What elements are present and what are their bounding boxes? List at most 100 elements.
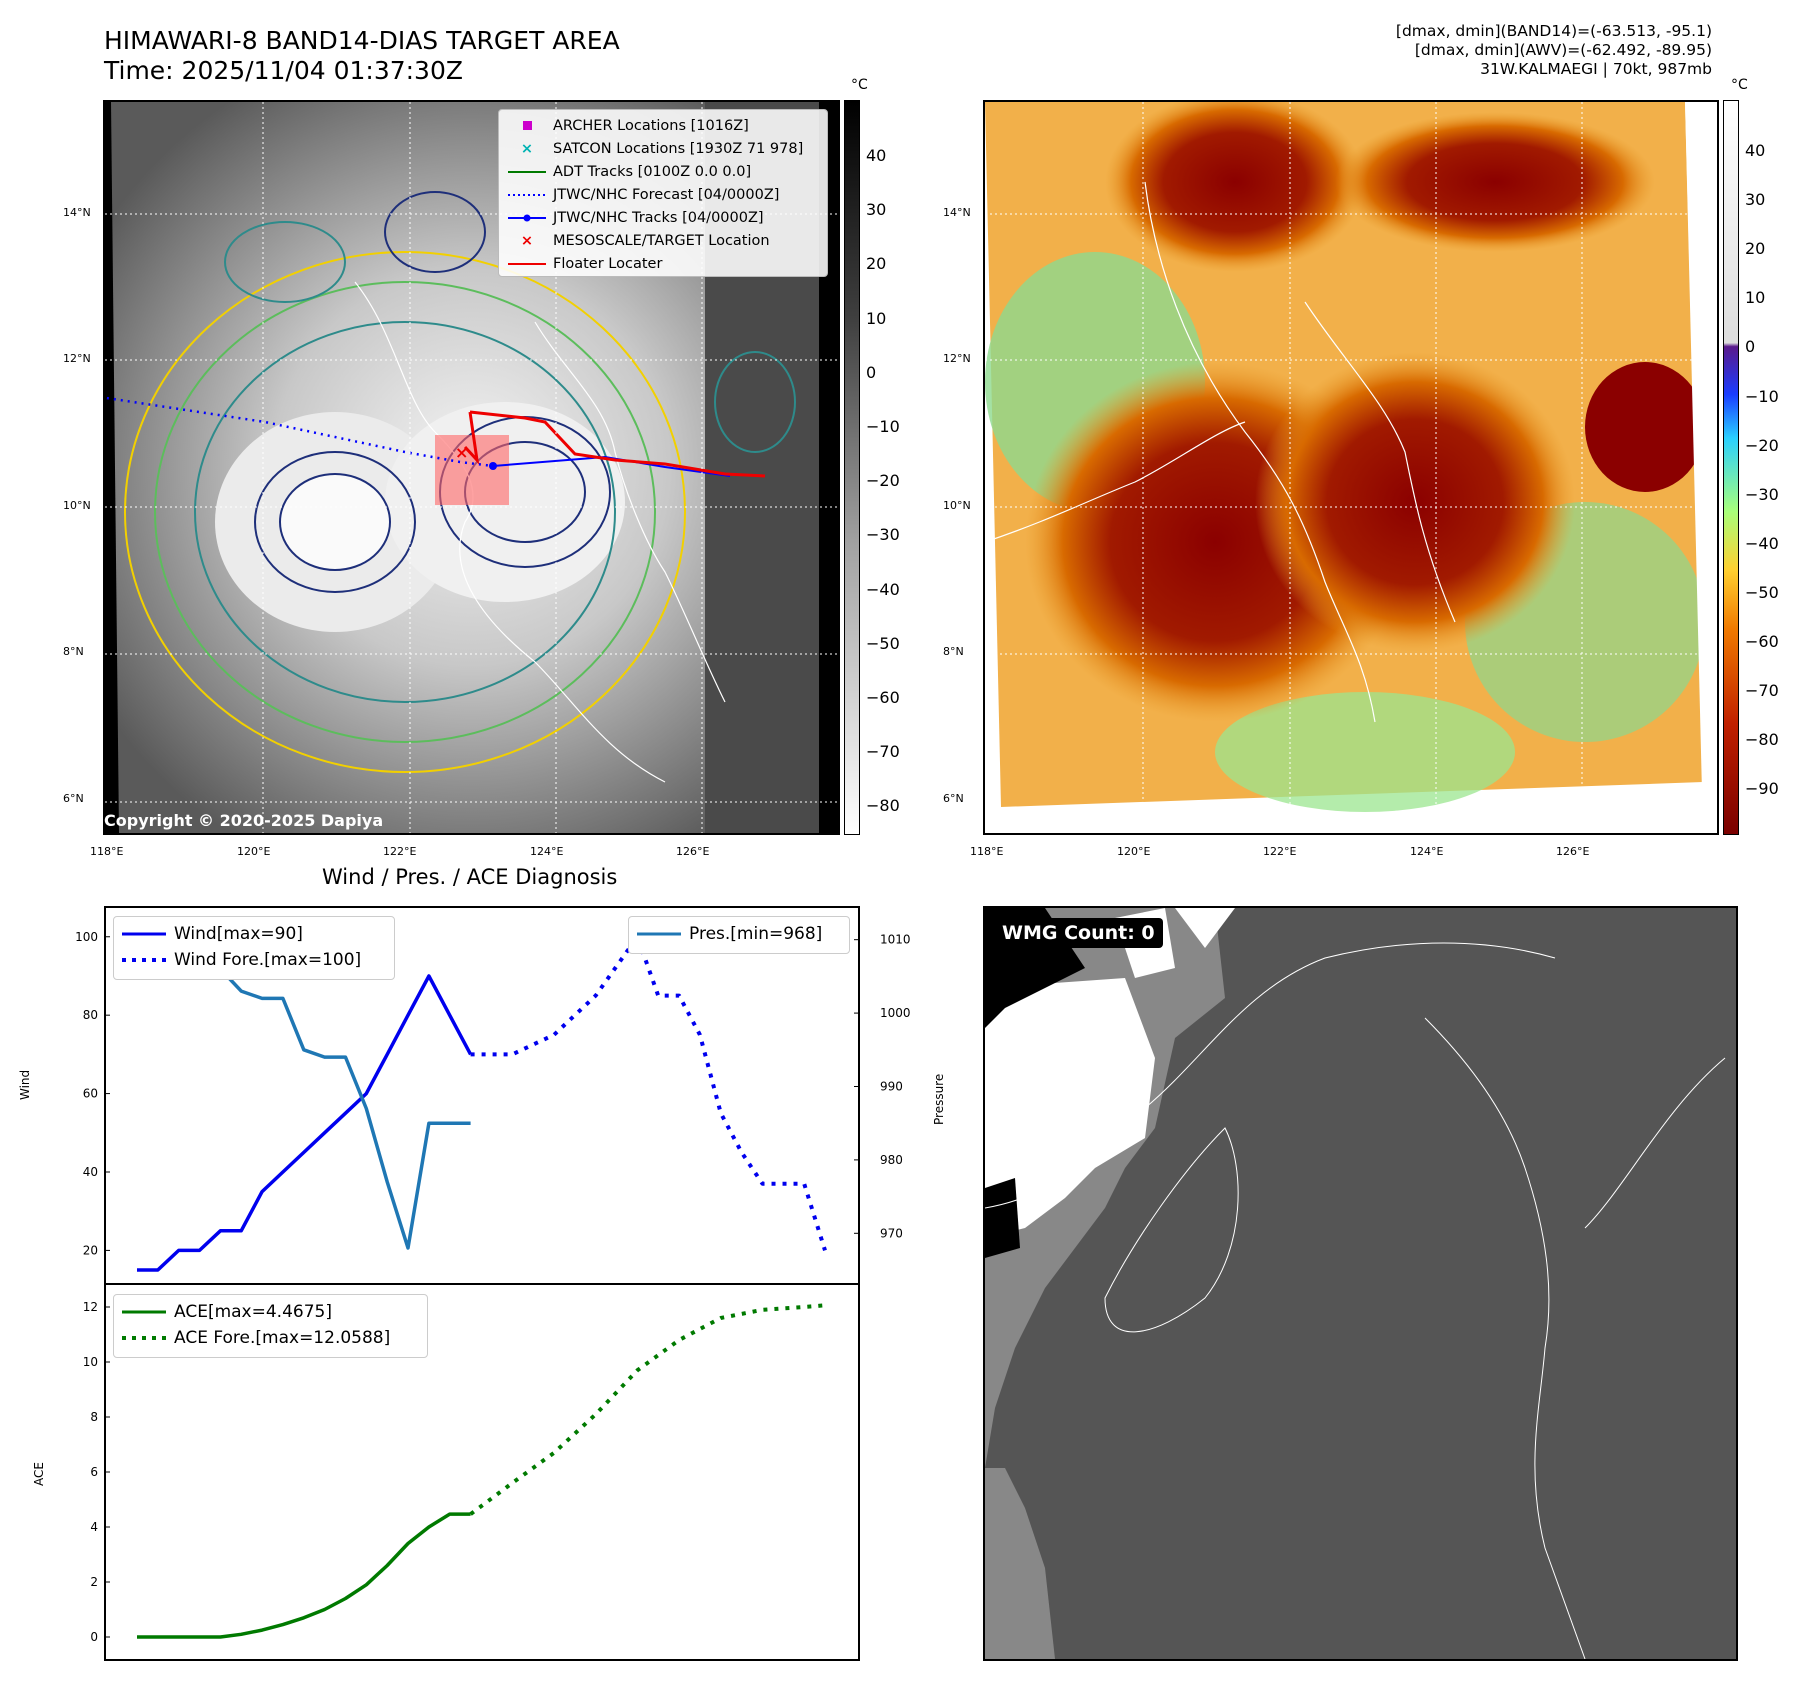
lat-label: 10°N xyxy=(63,499,91,512)
legend-label: ACE Fore.[max=12.0588] xyxy=(174,1328,391,1348)
lat-label: 12°N xyxy=(63,352,91,365)
lon-label: 122°E xyxy=(383,845,417,858)
colorbar-tick: −10 xyxy=(866,417,900,436)
legend-archer: ARCHER Locations [1016Z] xyxy=(507,114,819,137)
colorbar-tick: −50 xyxy=(1745,582,1779,602)
colorbar-tick: −40 xyxy=(1745,533,1779,553)
colorbar-tick: −30 xyxy=(866,525,900,545)
y-tick-label: 80 xyxy=(83,1008,98,1022)
lon-label: 120°E xyxy=(1117,845,1151,858)
colorbar-tick: −70 xyxy=(866,742,900,762)
legend-jtwc-tracks: JTWC/NHC Tracks [04/0000Z] xyxy=(507,206,819,229)
legend-label: JTWC/NHC Forecast [04/0000Z] xyxy=(553,186,780,203)
lon-label: 124°E xyxy=(1410,845,1444,858)
wmg-image xyxy=(985,908,1726,1659)
svg-text:×: × xyxy=(455,443,468,462)
legend-satcon: × SATCON Locations [1930Z 71 978] xyxy=(507,137,819,160)
colorbar-tick: 20 xyxy=(1745,239,1766,259)
colorbar-tick: 20 xyxy=(866,254,887,274)
lon-label: 126°E xyxy=(676,845,710,858)
colorbar-tick: −20 xyxy=(866,471,900,491)
legend-label: SATCON Locations [1930Z 71 978] xyxy=(553,140,804,157)
colorbar-tick: −90 xyxy=(1745,779,1779,799)
ace-axis-title: ACE xyxy=(32,1462,46,1486)
y-tick-label: 100 xyxy=(75,930,98,944)
legend-label: Floater Locater xyxy=(553,255,663,272)
band14-colorbar-unit: °C xyxy=(851,77,868,93)
lon-label: 124°E xyxy=(530,845,564,858)
legend-pressure: Pres.[min=968] xyxy=(637,921,841,947)
y-tick-label: 10 xyxy=(83,1355,98,1369)
y-right-tick-label: 1010 xyxy=(880,933,911,947)
wind-legend: Wind[max=90] Wind Fore.[max=100] xyxy=(113,916,395,980)
legend-jtwc-forecast: JTWC/NHC Forecast [04/0000Z] xyxy=(507,183,819,206)
legend-label: ACE[max=4.4675] xyxy=(174,1302,332,1322)
colorbar-tick: 0 xyxy=(866,362,877,382)
colorbar-tick: −80 xyxy=(866,796,900,816)
copyright-text: Copyright © 2020-2025 Dapiya xyxy=(104,811,384,830)
lon-label: 120°E xyxy=(237,845,271,858)
ace-legend: ACE[max=4.4675] ACE Fore.[max=12.0588] xyxy=(113,1294,428,1358)
colorbar-tick: −80 xyxy=(1745,730,1779,750)
lat-label: 6°N xyxy=(63,792,84,805)
y-right-tick-label: 980 xyxy=(880,1153,903,1167)
chart-title: Wind / Pres. / ACE Diagnosis xyxy=(322,865,618,889)
colorbar-tick: −20 xyxy=(1745,435,1779,455)
colorbar-tick: −50 xyxy=(866,633,900,653)
lat-label: 6°N xyxy=(943,792,964,805)
legend-wind-fore: Wind Fore.[max=100] xyxy=(122,947,386,973)
colorbar-tick: −60 xyxy=(1745,632,1779,651)
lon-label: 118°E xyxy=(970,845,1004,858)
colorbar-tick: 10 xyxy=(866,308,887,328)
colorbar-tick: 30 xyxy=(1745,190,1766,210)
legend-label: MESOSCALE/TARGET Location xyxy=(553,232,770,249)
lat-label: 8°N xyxy=(943,645,964,658)
storm-info: [dmax, dmin](BAND14)=(-63.513, -95.1) [d… xyxy=(1396,22,1712,79)
pressure-axis-title: Pressure xyxy=(932,1073,946,1125)
legend-wind: Wind[max=90] xyxy=(122,921,386,947)
title-line-1: HIMAWARI-8 BAND14-DIAS TARGET AREA xyxy=(104,26,620,55)
awv-map-panel xyxy=(983,100,1719,835)
figure-title: HIMAWARI-8 BAND14-DIAS TARGET AREA Time:… xyxy=(104,26,620,86)
x-marker-icon: × xyxy=(520,232,534,249)
colorbar-tick: 10 xyxy=(1745,288,1766,308)
y-right-tick-label: 1000 xyxy=(880,1006,911,1020)
title-line-2: Time: 2025/11/04 01:37:30Z xyxy=(104,56,463,85)
info-line-2: [dmax, dmin](AWV)=(-62.492, -89.95) xyxy=(1414,41,1712,59)
map-legend: ARCHER Locations [1016Z] × SATCON Locatio… xyxy=(498,109,828,277)
y-right-tick-label: 990 xyxy=(880,1079,903,1093)
y-tick-label: 2 xyxy=(90,1575,98,1589)
band14-map-image: × xyxy=(105,102,838,833)
pressure-legend: Pres.[min=968] xyxy=(628,916,850,954)
lon-label: 126°E xyxy=(1556,845,1590,858)
line-icon xyxy=(507,262,547,266)
colorbar-tick: −10 xyxy=(1745,386,1779,406)
colorbar-tick: 30 xyxy=(866,200,887,220)
band14-colorbar xyxy=(844,100,860,835)
x-marker-icon: × xyxy=(520,140,534,157)
y-tick-label: 8 xyxy=(90,1410,98,1424)
info-line-1: [dmax, dmin](BAND14)=(-63.513, -95.1) xyxy=(1395,22,1712,40)
y-tick-label: 0 xyxy=(90,1630,98,1644)
legend-ace: ACE[max=4.4675] xyxy=(122,1299,419,1325)
legend-label: ARCHER Locations [1016Z] xyxy=(553,117,749,134)
colorbar-tick: −40 xyxy=(866,579,900,599)
legend-label: Wind Fore.[max=100] xyxy=(174,950,362,970)
y-tick-label: 6 xyxy=(90,1465,98,1479)
lat-label: 10°N xyxy=(943,499,971,512)
colorbar-tick: 40 xyxy=(1745,141,1766,160)
awv-colorbar xyxy=(1723,100,1739,835)
colorbar-tick: −30 xyxy=(1745,484,1779,504)
lon-label: 122°E xyxy=(1263,845,1297,858)
y-tick-label: 60 xyxy=(83,1087,98,1101)
awv-colorbar-unit: °C xyxy=(1731,77,1748,93)
legend-label: Wind[max=90] xyxy=(174,924,303,944)
legend-label: JTWC/NHC Tracks [04/0000Z] xyxy=(553,209,764,226)
wmg-count-badge: WMG Count: 0 xyxy=(994,918,1163,948)
legend-adt: ADT Tracks [0100Z 0.0 0.0] xyxy=(507,160,819,183)
colorbar-tick: −60 xyxy=(866,688,900,707)
awv-map-image xyxy=(985,102,1717,833)
legend-label: Pres.[min=968] xyxy=(689,924,823,944)
line-dot-icon xyxy=(507,214,547,222)
y-right-tick-label: 970 xyxy=(880,1226,903,1240)
